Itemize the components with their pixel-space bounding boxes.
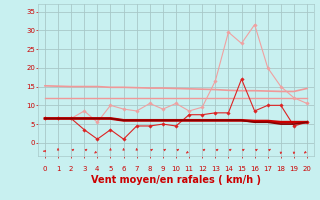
X-axis label: Vent moyen/en rafales ( km/h ): Vent moyen/en rafales ( km/h )	[91, 175, 261, 185]
